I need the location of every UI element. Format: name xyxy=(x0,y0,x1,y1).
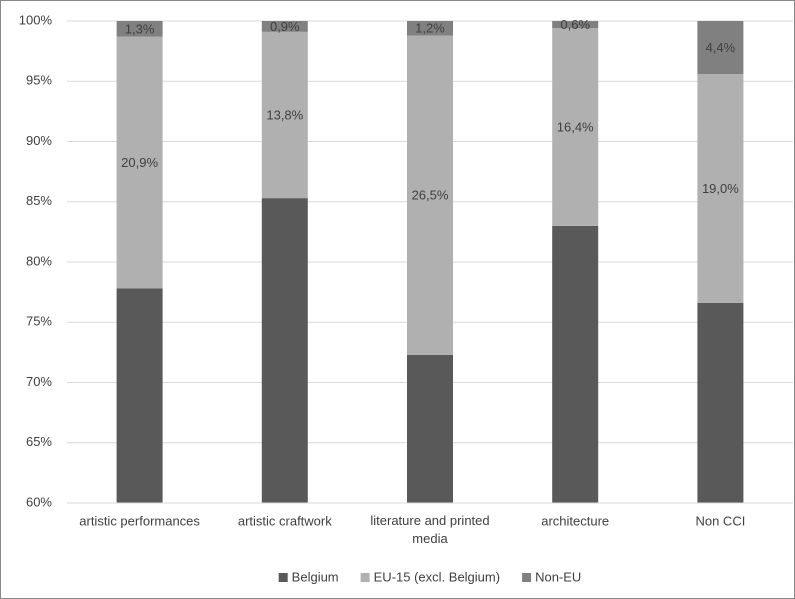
data-label: 1,3% xyxy=(125,21,155,36)
y-tick-label: 90% xyxy=(26,133,52,148)
y-tick-label: 95% xyxy=(26,73,52,88)
x-tick-label: literature and printed media xyxy=(370,513,489,546)
data-label: 16,4% xyxy=(557,119,594,134)
x-tick-label: artistic performances xyxy=(79,513,200,528)
bar-segment xyxy=(552,225,599,503)
bar-segment xyxy=(407,21,453,36)
legend: Belgium EU-15 (excl. Belgium) Non-EU xyxy=(278,569,581,584)
data-label: 1,2% xyxy=(415,21,445,36)
bar-segment xyxy=(407,35,453,355)
bar-segment xyxy=(116,36,163,289)
y-tick-label: 60% xyxy=(26,494,52,509)
bar-segment xyxy=(552,21,599,29)
x-tick-label: architecture xyxy=(541,513,609,528)
bar-segment xyxy=(697,302,744,503)
legend-label: Belgium xyxy=(292,569,339,584)
legend-swatch xyxy=(360,573,370,582)
y-tick-label: 65% xyxy=(26,434,52,449)
legend-swatch xyxy=(522,573,532,582)
bar-segment xyxy=(552,28,599,226)
bar-segment xyxy=(697,21,744,75)
bar-segment xyxy=(261,198,308,503)
bar-segment xyxy=(116,21,163,37)
bar-segment xyxy=(407,354,453,503)
y-tick-label: 80% xyxy=(26,253,52,268)
legend-label: Non-EU xyxy=(535,569,581,584)
y-tick-label: 85% xyxy=(26,193,52,208)
data-label: 13,8% xyxy=(266,107,303,122)
y-tick-label: 75% xyxy=(26,314,52,329)
data-label: 26,5% xyxy=(412,188,449,203)
data-label: 19,0% xyxy=(702,181,739,196)
data-label: 0,6% xyxy=(560,17,590,32)
data-label: 4,4% xyxy=(706,40,736,55)
legend-label: EU-15 (excl. Belgium) xyxy=(374,569,500,584)
y-tick-label: 70% xyxy=(26,374,52,389)
x-tick-label: Non CCI xyxy=(695,513,745,528)
legend-swatch xyxy=(278,573,288,582)
bar-segment xyxy=(261,21,308,32)
bar-segment xyxy=(697,74,744,303)
bar-segment xyxy=(116,288,163,503)
data-label: 0,9% xyxy=(270,19,300,34)
y-tick-label: 100% xyxy=(19,12,53,27)
data-label: 20,9% xyxy=(121,155,158,170)
x-tick-label: artistic craftwork xyxy=(238,513,332,528)
bar-segment xyxy=(261,31,308,199)
